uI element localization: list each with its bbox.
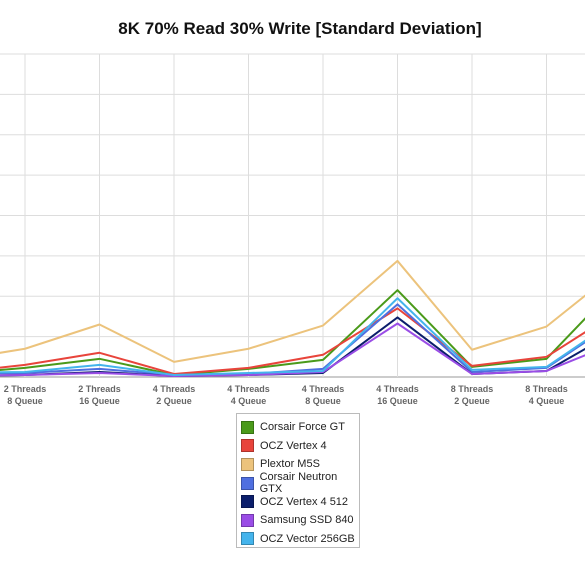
x-tick-label: 8 Queue <box>7 396 43 406</box>
x-tick-label: 8 Threads <box>525 384 568 394</box>
x-tick-label: 4 Threads <box>153 384 196 394</box>
legend-swatch <box>241 420 254 434</box>
legend-label: OCZ Vertex 4 512 <box>260 495 349 508</box>
legend-label: OCZ Vector 256GB <box>260 532 355 545</box>
series-line-samsung-ssd-840 <box>0 322 585 377</box>
x-tick-label: 8 Threads <box>451 384 494 394</box>
x-tick-label: 2 Queue <box>156 396 192 406</box>
legend-label: Plextor M5S <box>260 458 320 471</box>
series-line-plextor-m5s <box>0 259 585 363</box>
legend-swatch <box>241 457 254 471</box>
legend-swatch <box>241 495 254 509</box>
series-line-ocz-vector-256gb <box>0 297 585 376</box>
x-tick-label: 4 Queue <box>529 396 565 406</box>
legend-swatch <box>241 513 254 527</box>
x-tick-label: 2 Threads <box>78 384 121 394</box>
legend-item: OCZ Vertex 4 512 <box>241 492 359 511</box>
gridlines <box>0 53 585 378</box>
legend-label: Corsair Force GT <box>260 421 345 434</box>
legend-item: Samsung SSD 840 <box>241 511 359 530</box>
series-line-corsair-neutron-gtx <box>0 303 585 376</box>
legend-swatch <box>241 532 254 546</box>
x-tick-label: 2 Queue <box>454 396 490 406</box>
legend-swatch <box>241 476 254 490</box>
x-tick-label: 16 Queue <box>79 396 120 406</box>
legend-label: Corsair Neutron GTX <box>259 471 338 496</box>
x-tick-label: 2 Threads <box>4 384 47 394</box>
legend-label: OCZ Vertex 4 <box>260 439 327 452</box>
chart-title: 8K 70% Read 30% Write [Standard Deviatio… <box>118 19 482 38</box>
legend: Corsair Force GT OCZ Vertex 4 Plextor M5S C… <box>236 413 360 548</box>
x-tick-label: 4 Threads <box>227 384 270 394</box>
legend-swatch <box>241 439 254 453</box>
x-tick-label: 4 Threads <box>376 384 419 394</box>
series-line-ocz-vertex-4 <box>0 307 585 375</box>
legend-item: OCZ Vertex 4 <box>241 437 359 456</box>
x-tick-label: 4 Threads <box>302 384 345 394</box>
legend-item: Corsair Force GT <box>241 418 359 437</box>
x-tick-label: 8 Queue <box>305 396 341 406</box>
x-tick-label: 16 Queue <box>377 396 418 406</box>
legend-item: OCZ Vector 256GB <box>241 530 359 549</box>
series-line-ocz-vertex-4-512 <box>0 316 585 377</box>
legend-item: Corsair Neutron GTX <box>241 471 359 496</box>
series-lines <box>0 259 585 377</box>
x-tick-label: 4 Queue <box>231 396 267 406</box>
legend-item: Plextor M5S <box>241 455 359 474</box>
series-line-corsair-force-gt <box>0 289 585 376</box>
legend-label: Samsung SSD 840 <box>260 514 354 527</box>
